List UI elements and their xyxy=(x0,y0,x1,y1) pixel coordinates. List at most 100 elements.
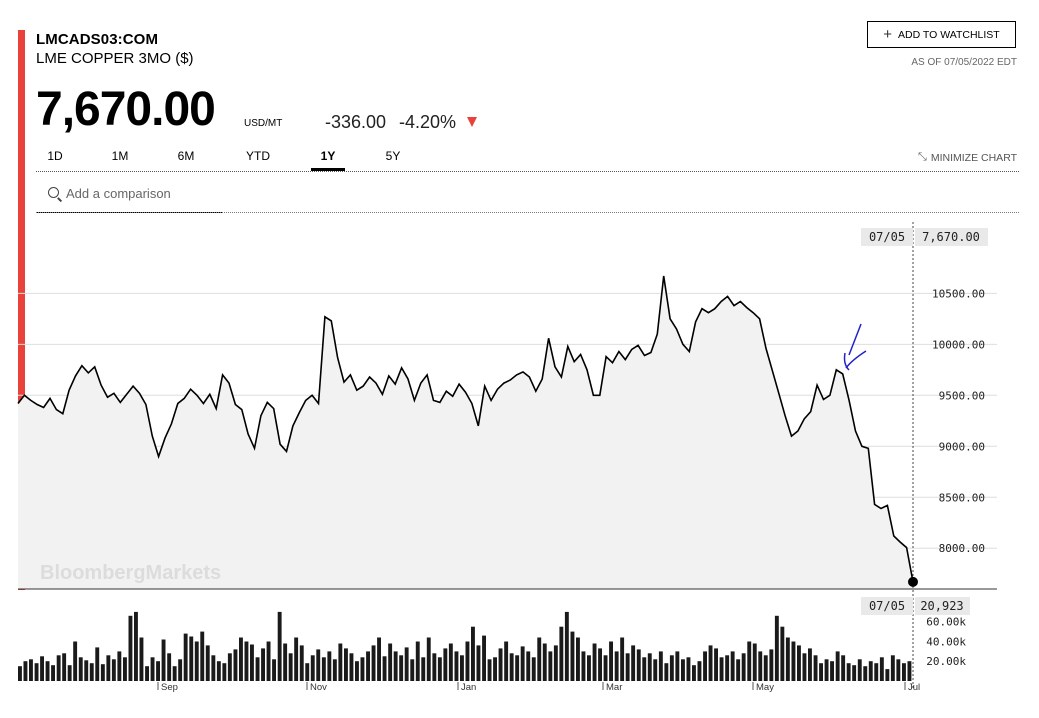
tab-ytd[interactable]: YTD xyxy=(246,149,270,163)
volume-bar xyxy=(272,659,276,681)
tab-1d[interactable]: 1D xyxy=(47,149,63,163)
volume-bar xyxy=(791,641,796,681)
volume-bar xyxy=(498,648,503,681)
volume-bar xyxy=(797,645,801,681)
volume-bar xyxy=(261,648,265,681)
tab-1y[interactable]: 1Y xyxy=(311,148,345,171)
volume-bar xyxy=(233,649,238,681)
volume-bar xyxy=(504,641,509,681)
instrument-name: LME COPPER 3MO ($) xyxy=(36,50,194,67)
volume-bar xyxy=(686,657,691,681)
volume-bar xyxy=(393,651,398,681)
volume-bar xyxy=(719,657,724,681)
volume-bar xyxy=(885,669,890,681)
hand-annotation xyxy=(843,323,867,371)
y-tick-label: 10500.00 xyxy=(932,287,985,300)
volume-bar xyxy=(758,651,763,681)
volume-bar xyxy=(134,611,138,681)
volume-bar xyxy=(89,663,94,681)
volume-bar xyxy=(592,643,597,681)
volume-bar xyxy=(890,655,895,681)
minimize-icon: ⤡ xyxy=(918,151,927,163)
volume-bar xyxy=(603,655,608,681)
volume-bar xyxy=(415,641,420,681)
volume-bar xyxy=(857,659,862,681)
volume-bar xyxy=(167,653,172,681)
volume-bar xyxy=(117,651,122,681)
volume-bar xyxy=(67,665,72,681)
volume-bar xyxy=(161,639,166,681)
price-area xyxy=(18,276,913,589)
volume-bar xyxy=(366,651,370,681)
volume-bar xyxy=(338,643,343,681)
search-icon xyxy=(48,187,59,198)
volume-bar xyxy=(476,645,481,681)
volume-bar xyxy=(305,663,310,681)
volume-bar xyxy=(531,657,536,681)
volume-bar xyxy=(106,655,111,681)
volume-bar xyxy=(542,643,547,681)
volume-bar xyxy=(669,655,674,681)
volume-bar xyxy=(548,651,553,681)
volume-bar xyxy=(382,656,387,681)
volume-bar xyxy=(868,661,873,681)
volume-bar xyxy=(123,657,127,681)
volume-bar xyxy=(200,631,205,681)
volume-bar xyxy=(255,657,260,681)
price-change: -336.00 xyxy=(325,112,387,132)
volume-bar xyxy=(708,645,713,681)
annotation-stroke xyxy=(843,352,850,371)
volume-bar xyxy=(145,666,149,681)
add-to-watchlist-button[interactable]: + ADD TO WATCHLIST xyxy=(867,21,1016,48)
volume-bar xyxy=(824,659,829,681)
crosshair-volume-date: 07/05 xyxy=(869,599,905,613)
volume-bar xyxy=(471,626,475,681)
volume-bar xyxy=(100,664,105,681)
volume-bar xyxy=(211,655,216,681)
as-of-timestamp: AS OF 07/05/2022 EDT xyxy=(911,57,1017,68)
volume-bar xyxy=(509,653,514,681)
volume-bar xyxy=(636,649,641,681)
volume-bar xyxy=(432,653,437,681)
volume-bar xyxy=(614,651,619,681)
volume-bar xyxy=(487,659,492,681)
volume-bar xyxy=(404,647,409,681)
volume-bar xyxy=(128,615,133,681)
y-tick-label: 8000.00 xyxy=(939,542,985,555)
tab-5y[interactable]: 5Y xyxy=(385,149,401,163)
volume-bar xyxy=(360,657,365,681)
volume-bar xyxy=(327,651,332,681)
x-tick-label: Nov xyxy=(310,682,327,693)
volume-bar xyxy=(410,659,415,681)
minimize-chart-button[interactable]: ⤡ MINIMIZE CHART xyxy=(918,151,1017,164)
volume-bar xyxy=(216,661,221,681)
volume-bar xyxy=(227,653,232,681)
volume-bar xyxy=(178,659,183,681)
x-tick-label: Sep xyxy=(161,682,178,693)
volume-bar xyxy=(332,659,337,681)
volume-bar xyxy=(95,647,100,681)
volume-bar xyxy=(493,657,497,681)
volume-bar xyxy=(697,661,702,681)
search-input[interactable] xyxy=(66,183,216,203)
price-unit: USD/MT xyxy=(244,118,283,129)
volume-bar xyxy=(763,655,768,681)
volume-bar xyxy=(84,660,89,681)
volume-bar xyxy=(40,656,44,681)
volume-bar xyxy=(907,661,912,681)
tab-6m[interactable]: 6M xyxy=(177,149,195,163)
tab-1m[interactable]: 1M xyxy=(111,149,129,163)
volume-bar xyxy=(664,663,669,681)
y-tick-label: 9500.00 xyxy=(939,389,985,402)
volume-bar xyxy=(780,626,785,681)
volume-bar xyxy=(316,649,321,681)
volume-bar xyxy=(34,663,39,681)
crosshair-volume-date-box xyxy=(861,597,913,615)
volume-bar xyxy=(239,637,243,681)
volume-bar xyxy=(620,637,625,681)
volume-bar xyxy=(294,637,299,681)
volume-bar xyxy=(150,657,155,681)
volume-bar xyxy=(553,645,558,681)
volume-bar xyxy=(747,641,752,681)
volume-bar xyxy=(714,648,718,681)
